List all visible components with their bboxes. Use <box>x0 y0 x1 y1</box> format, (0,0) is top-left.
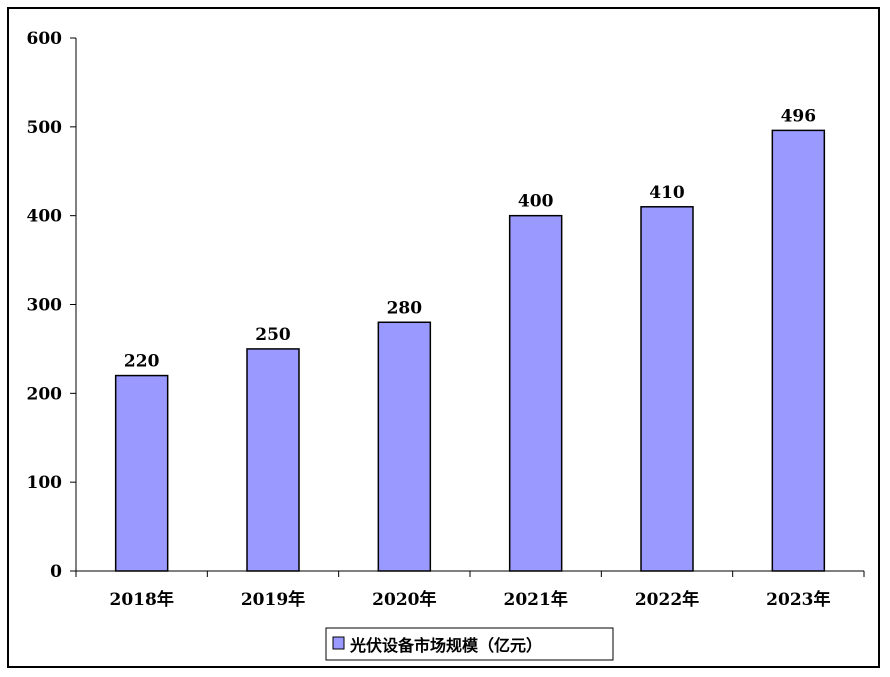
data-label: 220 <box>124 352 160 372</box>
x-tick-label: 2023年 <box>766 589 830 610</box>
x-axis: 2018年 2019年 2020年 2021年 2022年 2023年 <box>75 570 865 610</box>
legend-swatch <box>332 636 345 650</box>
x-tick-label: 2020年 <box>372 589 436 610</box>
x-tick-label: 2021年 <box>504 589 568 610</box>
legend: 光伏设备市场规模（亿元） <box>325 627 614 661</box>
y-tick-label: 600 <box>27 29 63 49</box>
bar <box>771 129 826 572</box>
legend-box <box>325 627 614 661</box>
x-tick-label: 2019年 <box>241 589 305 610</box>
data-label: 250 <box>255 325 291 345</box>
legend-label: 光伏设备市场规模（亿元） <box>349 636 542 655</box>
data-label: 496 <box>781 106 817 126</box>
y-tick-label: 100 <box>27 473 63 493</box>
x-tick-label: 2022年 <box>635 589 699 610</box>
bar <box>377 321 432 572</box>
y-tick-label: 300 <box>27 296 63 316</box>
y-tick-label: 500 <box>27 118 63 138</box>
x-tick-label: 2018年 <box>110 589 174 610</box>
data-label: 280 <box>387 298 423 318</box>
y-axis: 0 100 200 300 400 500 600 <box>27 29 77 582</box>
data-label: 410 <box>649 183 685 203</box>
bar-series <box>114 129 826 572</box>
data-label: 400 <box>518 192 554 212</box>
data-labels: 220 250 280 400 410 496 <box>124 106 816 371</box>
y-tick-label: 200 <box>27 384 63 404</box>
bar <box>640 206 694 572</box>
bar <box>246 348 300 572</box>
y-tick-label: 400 <box>27 207 63 227</box>
y-tick-label: 0 <box>50 562 62 582</box>
bar <box>114 374 169 572</box>
bar <box>508 214 563 572</box>
